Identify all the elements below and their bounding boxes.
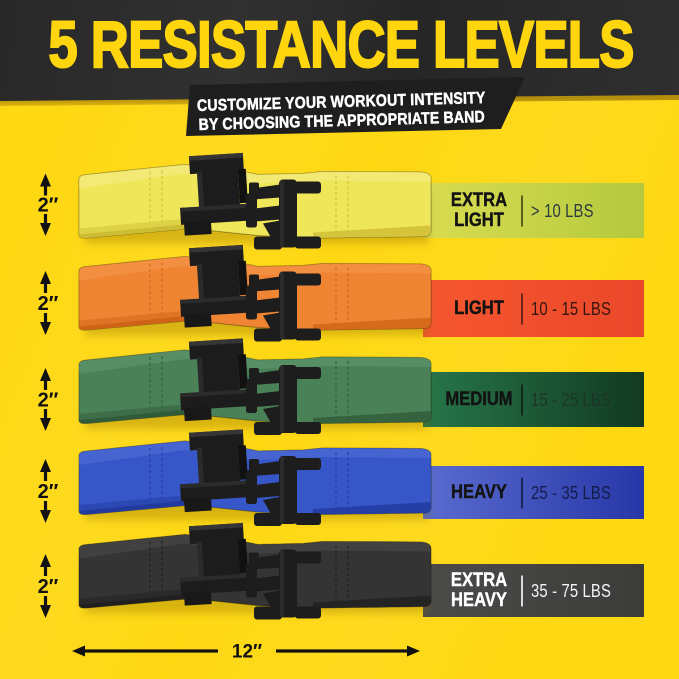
- svg-text:2″: 2″: [38, 293, 59, 315]
- svg-text:2″: 2″: [38, 576, 59, 598]
- svg-text:12″: 12″: [232, 642, 262, 663]
- svg-text:2″: 2″: [38, 481, 59, 503]
- svg-text:2″: 2″: [38, 195, 59, 217]
- svg-text:2″: 2″: [38, 390, 59, 412]
